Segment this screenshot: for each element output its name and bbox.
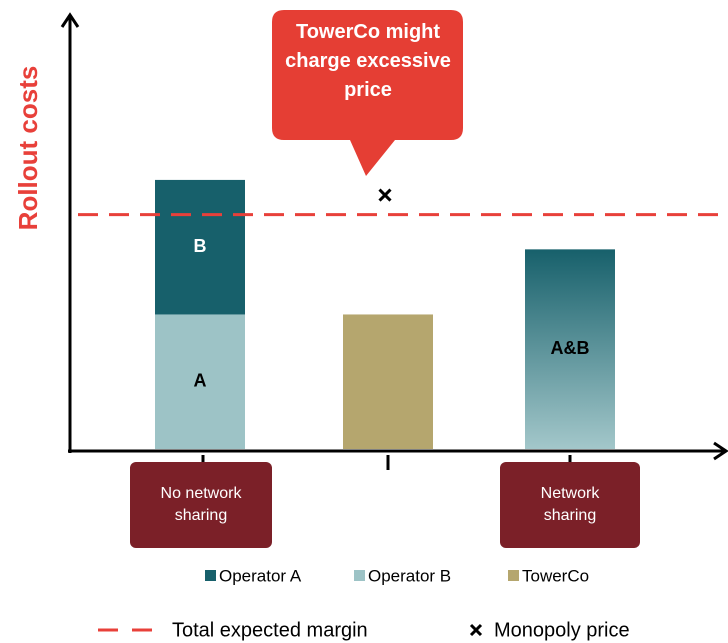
bar-segment — [155, 314, 245, 449]
cross — [469, 623, 483, 637]
legend-label: Total expected margin — [172, 619, 368, 641]
monopoly-marker — [378, 188, 392, 202]
legend-label: Operator B — [368, 566, 451, 585]
callout — [272, 10, 463, 176]
monopoly-marker — [469, 623, 483, 637]
legend-swatch — [354, 570, 365, 581]
x-arrow — [713, 441, 728, 461]
category-label: No network sharing — [130, 462, 272, 548]
segment-label: A — [194, 370, 207, 390]
legend-label: Monopoly price — [494, 619, 630, 641]
callout-text: TowerCo might charge excessive price — [285, 21, 451, 101]
bar-segment — [343, 314, 433, 449]
legend-label: TowerCo — [522, 566, 589, 585]
bar-segment — [155, 179, 245, 315]
shared-bar — [525, 249, 615, 449]
legend-swatch — [205, 570, 216, 581]
legend-label: Operator A — [219, 566, 302, 585]
shared-bar-label: A&B — [551, 338, 590, 358]
category-label: Network sharing — [500, 462, 640, 548]
legend-swatch — [508, 570, 519, 581]
cross — [378, 188, 392, 202]
y-axis-label: Rollout costs — [13, 66, 43, 231]
segment-label: B — [194, 236, 207, 256]
y-arrow — [60, 12, 80, 28]
